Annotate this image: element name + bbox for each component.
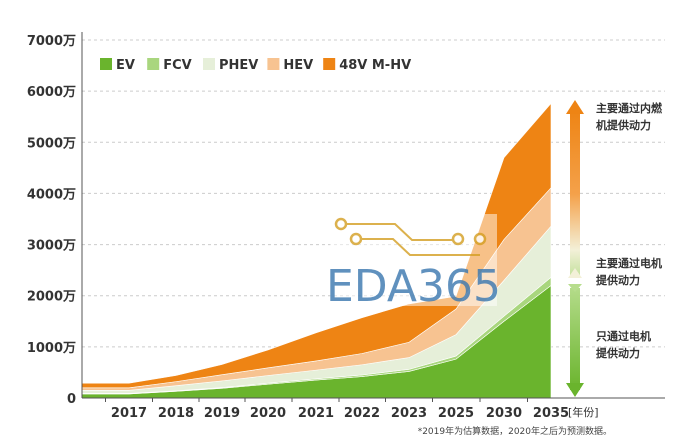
x-tick-label: 2019 xyxy=(204,406,240,421)
y-tick-label: 3000万 xyxy=(27,239,76,254)
legend-swatch xyxy=(323,58,336,70)
area-series-48v-m-hv xyxy=(81,102,552,389)
y-tick-label: 0 xyxy=(67,392,76,407)
watermark-dot xyxy=(349,232,363,246)
y-tick-label: 4000万 xyxy=(27,187,76,202)
watermark-dot xyxy=(473,232,487,246)
annotation-ev-line1: 只通过电机 xyxy=(596,329,651,343)
annotations: 主要通过内燃 机提供动力 主要通过电机 提供动力 只通过电机 提供动力 xyxy=(596,101,663,360)
annotation-motor-line2: 提供动力 xyxy=(596,273,640,287)
x-axis-ticks: 2017 2018 2019 2020 2021 2022 2023 2025 2030 2035 xyxy=(105,398,569,421)
x-tick-label: 2017 xyxy=(111,406,147,421)
watermark-text: EDA365 xyxy=(326,261,501,312)
x-tick-label: 2018 xyxy=(158,406,194,421)
y-tick-label: 6000万 xyxy=(27,85,76,100)
legend-swatch xyxy=(147,58,160,70)
legend-label: PHEV xyxy=(219,58,258,73)
annotation-ev-line2: 提供动力 xyxy=(596,346,640,360)
y-tick-label: 5000万 xyxy=(27,136,76,151)
x-tick-label: 2023 xyxy=(391,406,427,421)
legend-label: 48V M-HV xyxy=(339,58,411,73)
legend-swatch xyxy=(100,58,112,70)
x-tick-label: 2022 xyxy=(344,406,380,421)
legend-label: FCV xyxy=(163,58,191,73)
x-axis-unit: [年份] xyxy=(568,405,599,419)
watermark: EDA365 xyxy=(326,214,501,312)
x-tick-label: 2021 xyxy=(298,406,334,421)
watermark-dot xyxy=(334,217,348,231)
annotation-ice-line2: 机提供动力 xyxy=(596,118,651,132)
watermark-dot xyxy=(451,232,465,246)
legend-swatch xyxy=(203,58,215,70)
y-tick-label: 7000万 xyxy=(27,34,76,49)
gridlines xyxy=(82,39,665,348)
legend-label: HEV xyxy=(283,58,313,73)
annotation-motor-line1: 主要通过电机 xyxy=(596,256,662,270)
annotation-ice-line1: 主要通过内燃 xyxy=(596,101,663,115)
y-tick-label: 1000万 xyxy=(27,341,76,356)
y-tick-label: 2000万 xyxy=(27,290,76,305)
x-tick-label: 2035 xyxy=(533,406,569,421)
x-tick-label: 2020 xyxy=(250,406,286,421)
footnote: *2019年为估算数据，2020年之后为预测数据。 xyxy=(418,425,612,437)
legend-swatch xyxy=(267,58,280,70)
x-tick-label: 2030 xyxy=(486,406,522,421)
legend: EV FCV PHEV HEV 48V M-HV xyxy=(100,58,411,73)
powertrain-arrow xyxy=(565,100,585,397)
legend-label: EV xyxy=(116,58,135,73)
axes xyxy=(81,32,665,399)
x-tick-label: 2025 xyxy=(438,406,474,421)
area-layers xyxy=(81,102,552,399)
y-axis-ticks: 0 1000万 2000万 3000万 4000万 5000万 6000万 7000万 xyxy=(27,34,76,407)
